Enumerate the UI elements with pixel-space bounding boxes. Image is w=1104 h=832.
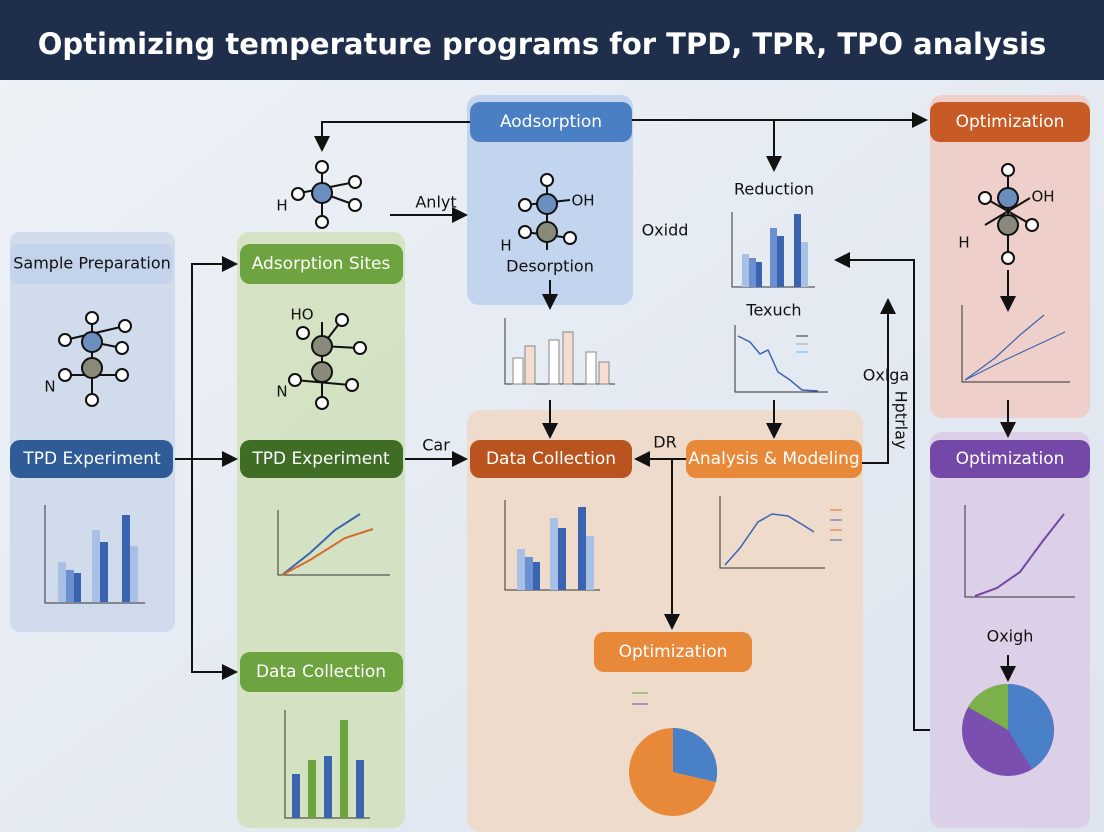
mini-chart (734, 325, 828, 393)
panel (237, 232, 405, 828)
mini-chart (284, 710, 370, 819)
node-label: Desorption (506, 257, 594, 276)
atom-label: HO (290, 306, 313, 324)
pill (240, 244, 403, 284)
mini-pie (629, 692, 718, 816)
mini-chart (961, 305, 1070, 383)
molecule (518, 173, 577, 250)
atom-label: OH (571, 192, 594, 210)
title-bar (0, 0, 1104, 80)
arrow (191, 256, 238, 459)
mini-chart (44, 505, 145, 604)
atom-label: H (500, 237, 511, 255)
node-label: Optimization (619, 642, 728, 662)
annotation: Anlyt (415, 193, 456, 212)
mini-chart (504, 318, 615, 385)
annotation: Hptrlay (892, 391, 911, 450)
mini-chart (731, 212, 815, 288)
mini-pie (962, 683, 1054, 776)
node-label: Optimization (956, 449, 1065, 469)
mini-chart (964, 505, 1075, 598)
node-label: Reduction (734, 180, 814, 199)
node-label: Data Collection (486, 449, 616, 469)
atom-label: N (44, 378, 55, 396)
atom-label: N (276, 383, 287, 401)
node-label: Data Collection (256, 662, 386, 682)
mini-chart (719, 496, 842, 569)
molecule (291, 160, 362, 229)
pill (930, 102, 1090, 142)
pill (594, 632, 752, 672)
pill (470, 440, 632, 478)
pill (240, 652, 403, 692)
node-label: Texuch (745, 301, 801, 320)
arrow (862, 298, 896, 464)
arrow (834, 252, 930, 731)
arrow (314, 121, 470, 152)
atom-label: H (276, 197, 287, 215)
node-label: Analysis & Modeling (688, 449, 859, 469)
node-label: Optimization (956, 112, 1065, 132)
arrow (191, 459, 238, 680)
node-label: TPD Experiment (251, 449, 390, 469)
panel (10, 232, 175, 632)
molecule (288, 313, 367, 410)
pill (930, 440, 1090, 478)
node-label: TPD Experiment (22, 449, 161, 469)
annotation: DR (653, 433, 676, 452)
annotation: Oxidd (642, 221, 689, 240)
pill (10, 244, 173, 284)
pill (686, 440, 862, 478)
node-label: Sample Preparation (13, 254, 171, 273)
annotation: Car (422, 436, 450, 455)
atom-label: OH (1031, 188, 1054, 206)
node-label: Aodsorption (500, 112, 602, 132)
pill (240, 440, 403, 478)
node-label: Oxigh (987, 627, 1034, 646)
node-label: Adsorption Sites (252, 254, 391, 274)
molecule (58, 311, 132, 407)
pill (470, 102, 632, 142)
title: Optimizing temperature programs for TPD,… (38, 27, 1047, 61)
atom-label: H (958, 234, 969, 252)
pill (10, 440, 173, 478)
mini-chart (277, 510, 390, 576)
mini-chart (504, 500, 600, 591)
annotation: Oxlga (863, 366, 909, 385)
molecule (978, 163, 1039, 265)
